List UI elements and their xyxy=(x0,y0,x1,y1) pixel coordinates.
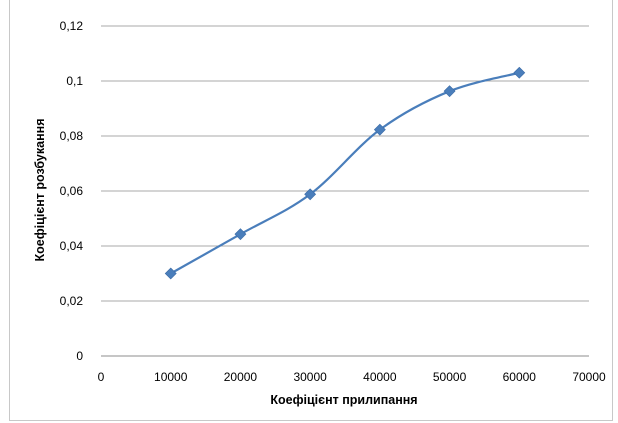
y-tick-label: 0,06 xyxy=(60,184,84,198)
data-point xyxy=(373,123,386,136)
y-axis-title: Коефіцієнт розбукання xyxy=(33,119,47,262)
x-tick-label: 20000 xyxy=(224,370,258,384)
x-tick-label: 0 xyxy=(98,370,105,384)
data-point xyxy=(443,85,456,98)
x-tick-label: 50000 xyxy=(433,370,467,384)
data-point xyxy=(513,66,526,79)
x-tick-label: 60000 xyxy=(503,370,537,384)
y-tick-label: 0,02 xyxy=(60,294,84,308)
y-tick-label: 0,1 xyxy=(66,74,83,88)
x-axis-title: Коефіцієнт прилипання xyxy=(270,393,417,407)
x-tick-label: 10000 xyxy=(154,370,188,384)
data-point xyxy=(304,188,317,201)
x-tick-label: 70000 xyxy=(572,370,606,384)
y-axis-ticks: 0 0,02 0,04 0,06 0,08 0,1 0,12 xyxy=(60,19,84,363)
x-axis-ticks: 0 10000 20000 30000 40000 50000 60000 70000 xyxy=(98,370,606,384)
series-line xyxy=(170,71,520,275)
y-tick-label: 0,04 xyxy=(60,239,84,253)
data-point xyxy=(164,267,177,280)
gridlines xyxy=(101,25,589,302)
series-group xyxy=(164,66,526,280)
x-tick-label: 30000 xyxy=(293,370,327,384)
y-tick-label: 0,12 xyxy=(60,19,84,33)
y-tick-label: 0 xyxy=(76,349,83,363)
chart-frame xyxy=(9,0,613,421)
data-point xyxy=(234,228,247,241)
y-tick-label: 0,08 xyxy=(60,129,84,143)
x-tick-label: 40000 xyxy=(363,370,397,384)
